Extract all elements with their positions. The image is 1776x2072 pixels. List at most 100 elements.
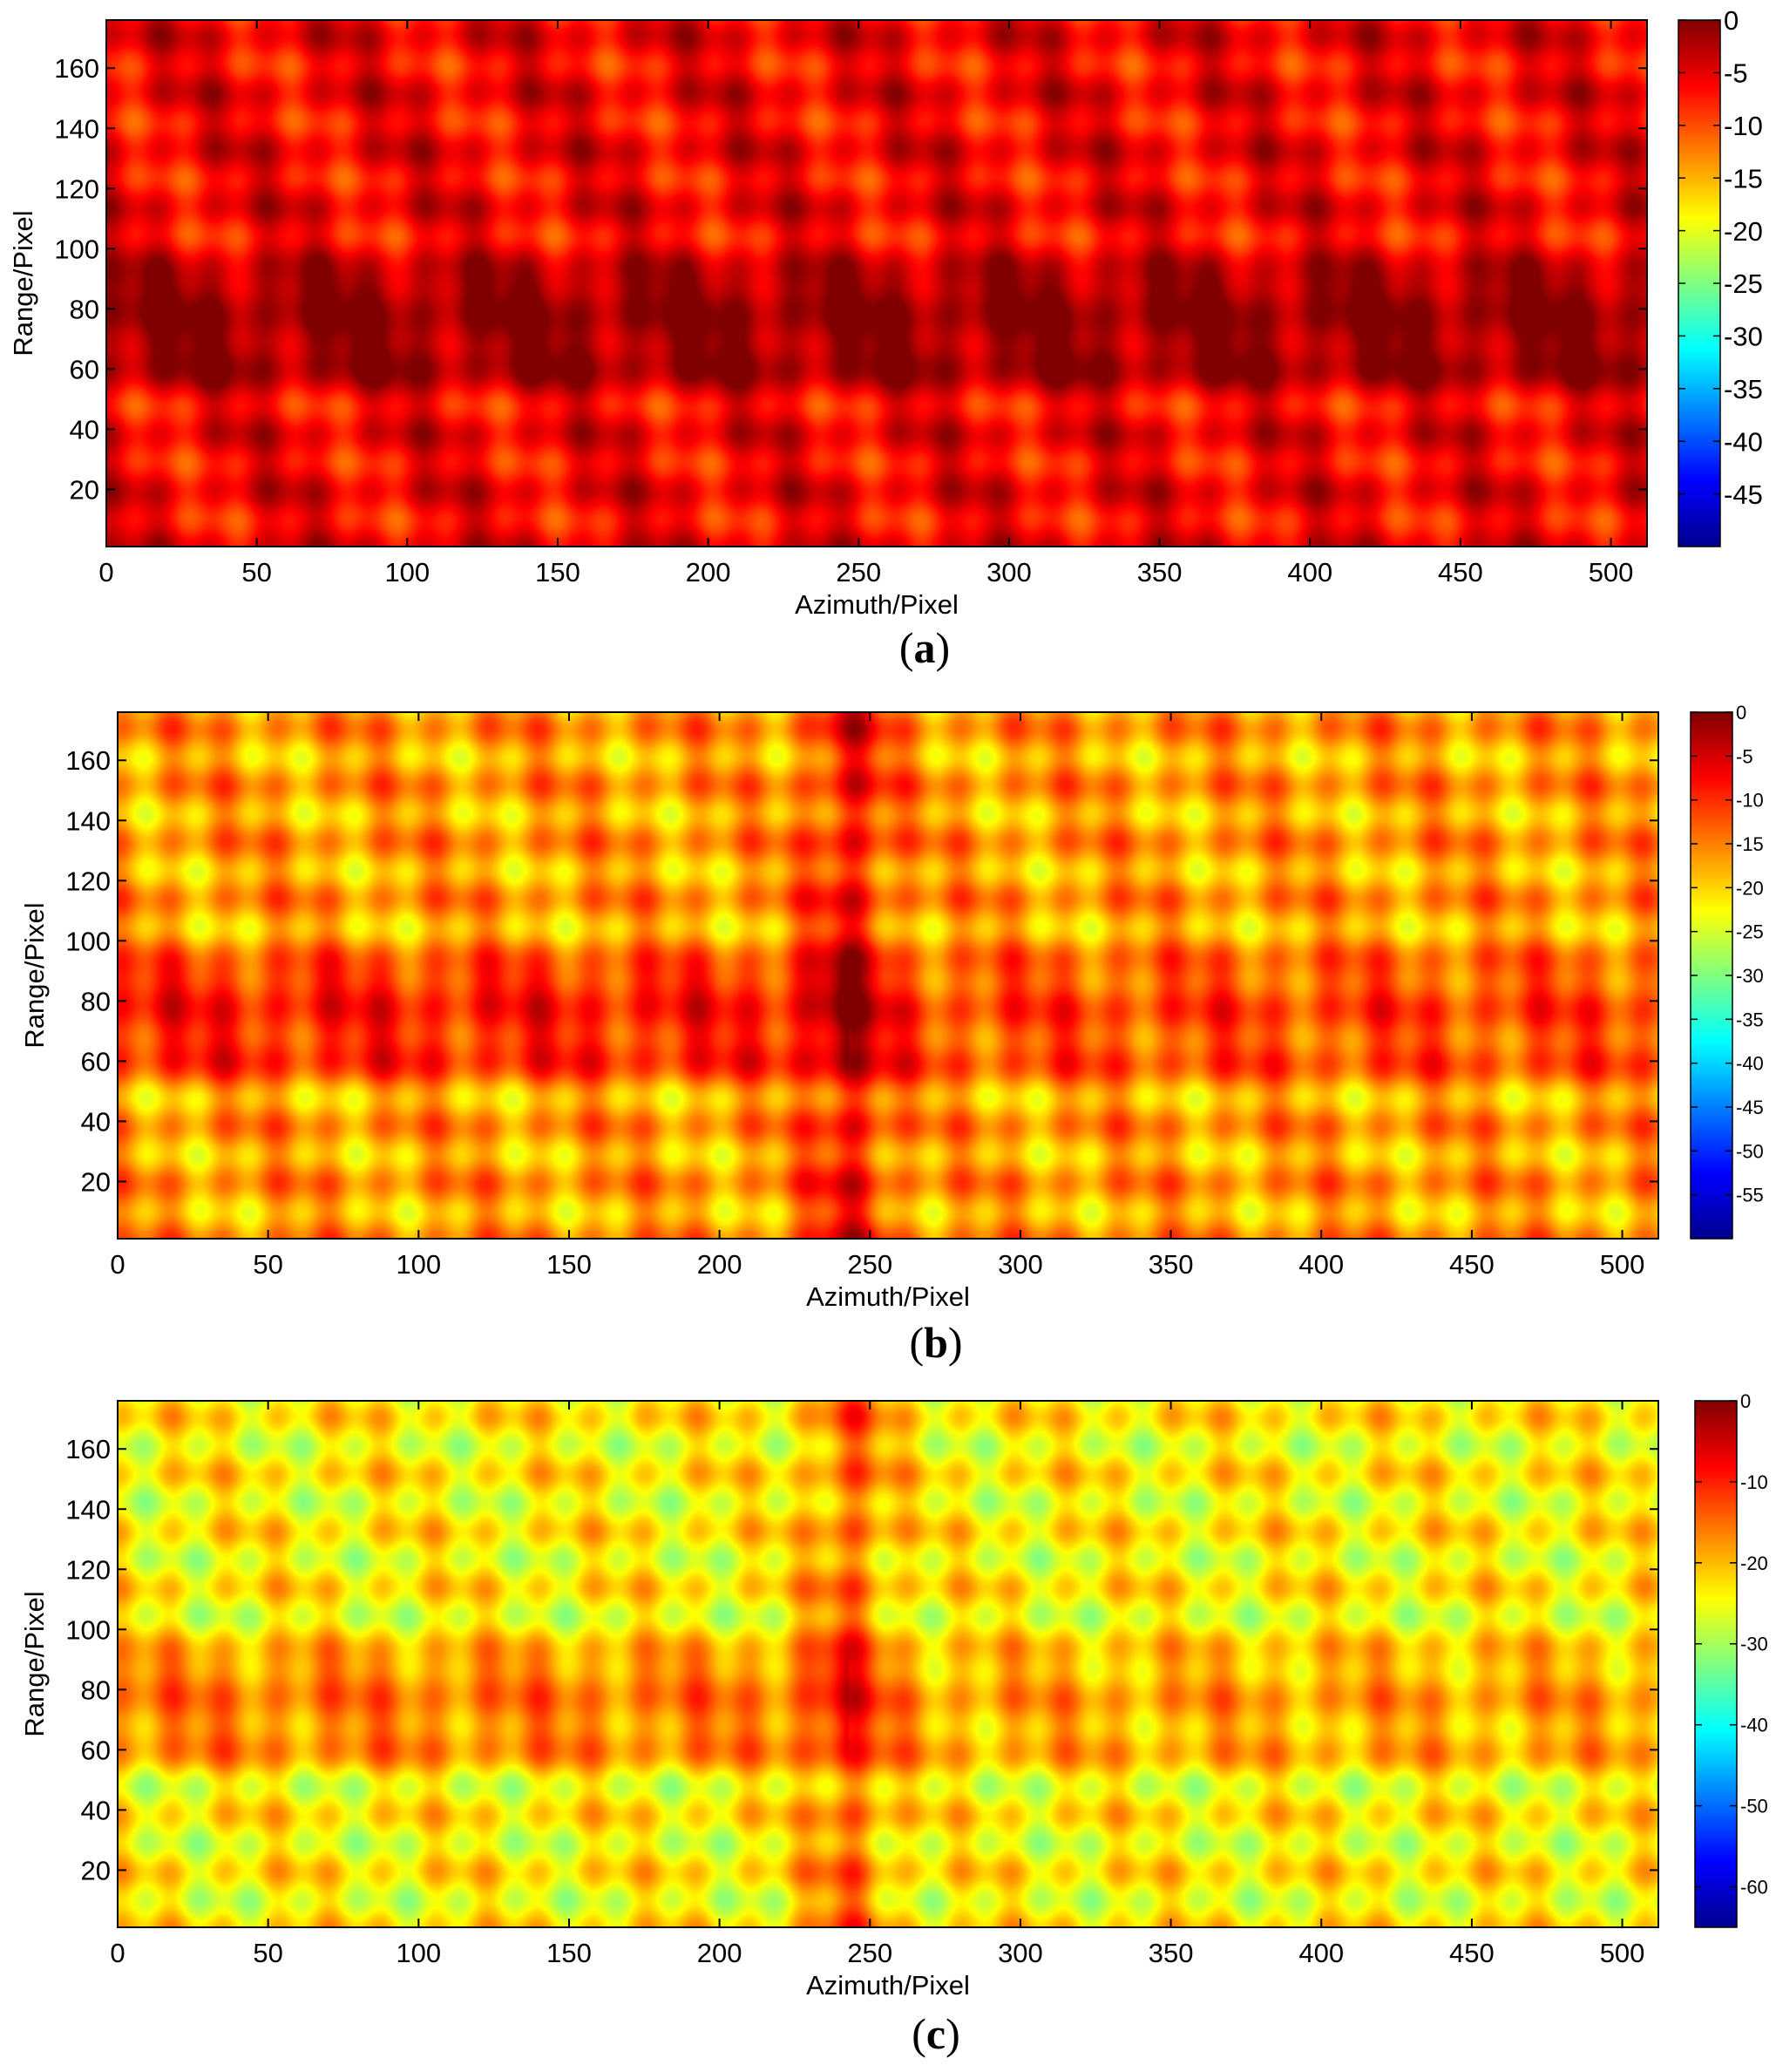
colorbar-tick-label: -40 <box>1724 426 1763 457</box>
x-tick-label: 0 <box>110 1249 125 1280</box>
y-tick-label: 40 <box>81 1795 111 1825</box>
x-tick-label: 150 <box>546 1938 592 1968</box>
panel-caption-letter: b <box>924 1318 948 1367</box>
plot-frame <box>117 1400 1659 1928</box>
colorbar-tick-label: 0 <box>1724 5 1739 36</box>
y-tick-label: 20 <box>81 1855 111 1885</box>
colorbar-tick-label: -30 <box>1724 322 1763 352</box>
colorbar-tick-label: -10 <box>1724 111 1763 141</box>
x-tick-label: 300 <box>998 1249 1043 1280</box>
y-tick-label: 160 <box>65 1434 111 1464</box>
x-tick-label: 50 <box>241 557 271 588</box>
colorbar: 0 -5 -10 -15 -20 -25 -30 -35 -40 -45 -50 -55 <box>1690 702 1764 1240</box>
x-tick-label: 250 <box>847 1938 892 1968</box>
colorbar-tick-label: -35 <box>1724 374 1763 404</box>
y-axis-label: Range/Pixel <box>8 210 38 356</box>
colorbar-tick-label: -50 <box>1736 1140 1764 1162</box>
colorbar-tick-label: -35 <box>1736 1009 1764 1030</box>
y-tick-label: 80 <box>81 1675 111 1705</box>
colorbar-tick-label: -30 <box>1736 965 1764 987</box>
colorbar-tick-label: -40 <box>1736 1053 1764 1075</box>
heatmap-image <box>118 1401 1658 1927</box>
y-tick-label: 80 <box>81 986 111 1016</box>
y-tick-label: 160 <box>54 53 99 84</box>
colorbar-tick-label: -25 <box>1724 268 1763 299</box>
x-tick-label: 350 <box>1149 1249 1194 1280</box>
x-tick-label: 400 <box>1287 557 1332 588</box>
y-tick-label: 100 <box>54 234 99 264</box>
y-tick-label: 20 <box>81 1166 111 1197</box>
x-tick-label: 100 <box>384 557 430 588</box>
y-tick-label: 120 <box>65 866 111 896</box>
colorbar-tick-label: -20 <box>1724 216 1763 247</box>
y-tick-label: 140 <box>65 805 111 836</box>
x-tick-label: 450 <box>1449 1938 1495 1968</box>
x-tick-label: 0 <box>110 1938 125 1968</box>
x-tick-label: 200 <box>697 1249 742 1280</box>
colorbar: 0 -5 -10 -15 -20 -25 -30 -35 -40 -45 <box>1678 5 1763 547</box>
panel-c: 0 50 100 150 200 250 300 350 400 450 500 20 40 60 80 10… <box>19 1390 1768 2058</box>
x-tick-label: 100 <box>396 1249 441 1280</box>
plot-frame <box>117 711 1659 1240</box>
x-tick-label: 300 <box>986 557 1032 588</box>
colorbar-tick-label: -20 <box>1740 1552 1768 1574</box>
panel-a: 0 50 100 150 200 250 300 350 400 450 500 20 40 60 80 10… <box>8 5 1763 672</box>
x-tick-label: 400 <box>1298 1938 1344 1968</box>
heatmap-image <box>106 20 1647 547</box>
x-tick-label: 100 <box>396 1938 441 1968</box>
colorbar-tick-label: 0 <box>1736 702 1746 724</box>
x-tick-label: 150 <box>535 557 580 588</box>
x-tick-label: 150 <box>546 1249 592 1280</box>
x-axis-label: Azimuth/Pixel <box>806 1970 970 2001</box>
x-tick-label: 350 <box>1137 557 1183 588</box>
panel-caption: (a) <box>899 623 950 672</box>
x-axis-label: Azimuth/Pixel <box>806 1281 970 1312</box>
y-tick-label: 120 <box>65 1554 111 1585</box>
colorbar-tick-label: -5 <box>1736 745 1753 767</box>
x-tick-label: 500 <box>1589 557 1634 588</box>
y-tick-label: 20 <box>70 474 99 505</box>
panel-b: 0 50 100 150 200 250 300 350 400 450 500 20 40 60 80 10… <box>19 702 1764 1367</box>
x-tick-label: 450 <box>1449 1249 1495 1280</box>
colorbar-tick-label: -20 <box>1736 877 1764 899</box>
y-tick-label: 80 <box>70 294 99 324</box>
y-tick-label: 100 <box>65 926 111 956</box>
heatmap-image <box>118 712 1658 1239</box>
colorbar-tick-label: -10 <box>1736 790 1764 812</box>
colorbar-tick-label: -30 <box>1740 1634 1768 1655</box>
x-tick-label: 450 <box>1438 557 1483 588</box>
colorbar-gradient <box>1694 1400 1738 1928</box>
y-tick-label: 120 <box>54 173 99 204</box>
y-tick-label: 160 <box>65 745 111 776</box>
y-tick-label: 60 <box>70 354 99 384</box>
x-tick-label: 200 <box>686 557 731 588</box>
panel-caption: (b) <box>909 1318 962 1367</box>
x-tick-label: 50 <box>253 1249 282 1280</box>
colorbar-tick-label: -10 <box>1740 1471 1768 1493</box>
y-axis-label: Range/Pixel <box>19 902 50 1048</box>
y-tick-label: 60 <box>81 1735 111 1765</box>
y-tick-label: 60 <box>81 1046 111 1077</box>
colorbar-tick-label: -50 <box>1740 1796 1768 1817</box>
y-axis-label: Range/Pixel <box>19 1591 50 1736</box>
x-tick-label: 250 <box>847 1249 892 1280</box>
x-tick-label: 300 <box>998 1938 1043 1968</box>
x-tick-label: 500 <box>1600 1249 1645 1280</box>
x-tick-label: 0 <box>98 557 113 588</box>
colorbar-tick-label: -40 <box>1740 1715 1768 1736</box>
x-tick-label: 500 <box>1600 1938 1645 1968</box>
y-tick-label: 140 <box>65 1494 111 1525</box>
x-tick-label: 250 <box>836 557 881 588</box>
colorbar-tick-label: -45 <box>1724 479 1763 510</box>
panel-caption-letter: c <box>926 2009 946 2058</box>
x-tick-label: 200 <box>697 1938 742 1968</box>
y-tick-label: 100 <box>65 1614 111 1645</box>
colorbar-tick-label: -15 <box>1736 833 1764 855</box>
colorbar-tick-label: -60 <box>1740 1876 1768 1898</box>
plot-frame <box>105 19 1648 547</box>
colorbar-tick-label: -55 <box>1736 1185 1764 1206</box>
colorbar-tick-label: -15 <box>1724 163 1763 194</box>
panel-caption-letter: a <box>914 623 936 672</box>
colorbar: 0 -10 -20 -30 -40 -50 -60 <box>1694 1390 1768 1928</box>
y-tick-label: 40 <box>81 1106 111 1137</box>
